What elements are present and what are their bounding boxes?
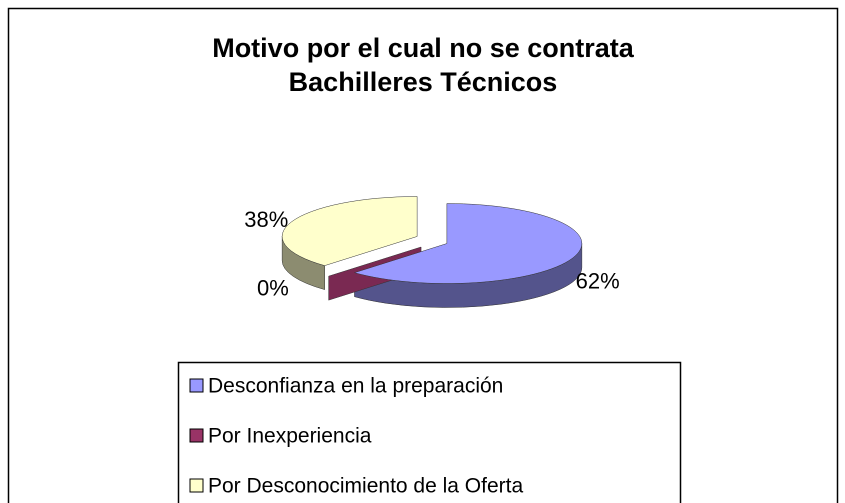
- slice: [353, 203, 583, 284]
- legend-swatch: [189, 428, 204, 443]
- chart-title: Motivo por el cual no se contrata: [212, 33, 635, 63]
- legend-swatch: [189, 378, 204, 393]
- data-label: 62%: [576, 269, 620, 294]
- legend: [177, 361, 682, 503]
- chart-title: Bachilleres Técnicos: [289, 67, 558, 97]
- slice: [281, 196, 418, 266]
- data-label: 38%: [244, 207, 288, 232]
- legend-label: Desconfianza en la preparación: [208, 375, 503, 398]
- legend-label: Por Inexperiencia: [208, 425, 372, 448]
- legend-swatch: [189, 478, 204, 493]
- legend-label: Por Desconocimiento de la Oferta: [208, 475, 523, 498]
- data-label: 0%: [257, 276, 289, 301]
